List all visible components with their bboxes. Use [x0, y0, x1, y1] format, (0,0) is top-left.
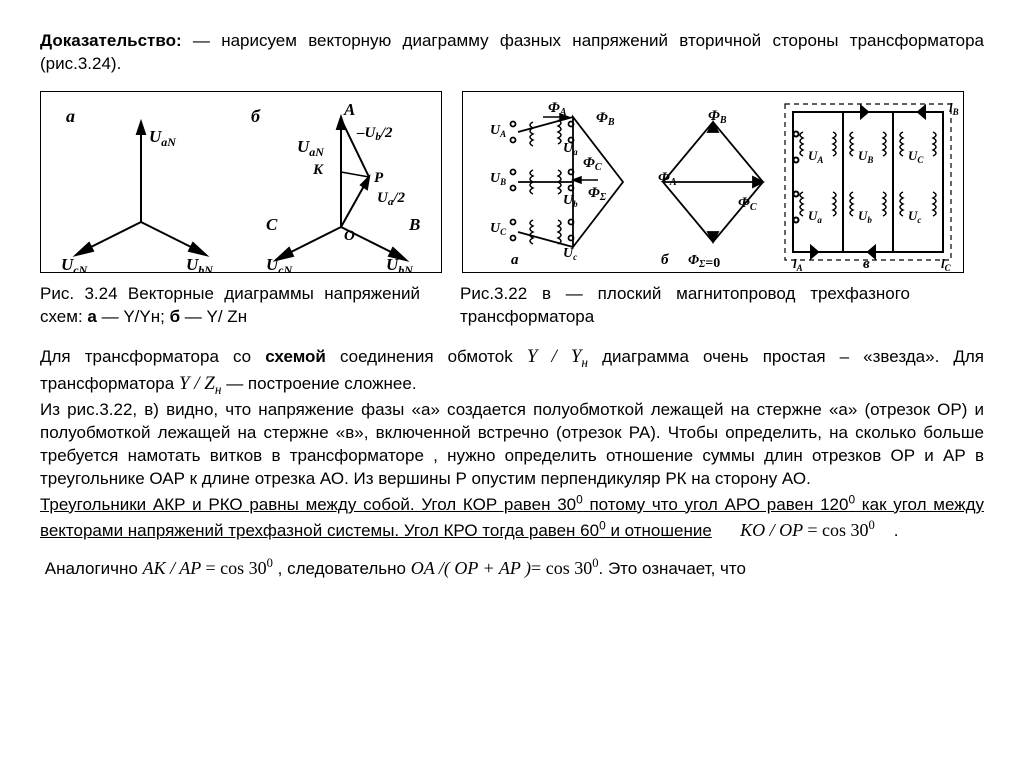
svg-text:UB: UB: [490, 171, 506, 187]
svg-text:ΦΣ=0: ΦΣ=0: [688, 253, 720, 271]
paragraph-1: Для трансформатора со схемой соединения …: [40, 344, 984, 399]
figure-3-24: а UaN UcN UbN б: [40, 91, 442, 273]
svg-text:UaN: UaN: [149, 127, 177, 149]
intro-text: — нарисуем векторную диаграмму фазных на…: [40, 31, 984, 73]
label-a: а: [66, 106, 75, 126]
svg-text:UC: UC: [908, 148, 924, 165]
svg-text:A: A: [343, 100, 355, 119]
svg-text:Ub: Ub: [858, 208, 872, 225]
svg-text:UB: UB: [858, 148, 873, 165]
svg-text:а: а: [511, 252, 519, 268]
svg-text:Ua: Ua: [808, 208, 822, 225]
svg-text:lA: lA: [793, 256, 803, 272]
svg-text:B: B: [408, 215, 420, 234]
svg-text:lB: lB: [949, 100, 959, 117]
svg-text:Ua: Ua: [563, 141, 578, 157]
caption-row: Рис. 3.24 Векторные диаграммы напряжений…: [40, 283, 984, 329]
paragraph-3: Треугольники АКР и РКО равны между собой…: [40, 491, 984, 543]
svg-text:O: O: [344, 228, 355, 244]
svg-text:б: б: [251, 106, 261, 126]
svg-text:в: в: [863, 256, 870, 272]
figure-row: а UaN UcN UbN б: [40, 91, 984, 273]
svg-text:б: б: [661, 252, 669, 268]
svg-text:K: K: [312, 162, 324, 178]
svg-text:ΦA: ΦA: [548, 100, 567, 118]
svg-text:UbN: UbN: [186, 255, 214, 272]
svg-text:UC: UC: [490, 221, 507, 237]
svg-text:UcN: UcN: [61, 255, 89, 272]
caption-3-22: Рис.3.22 в — плоский магнитопровод трехф…: [460, 283, 910, 329]
svg-text:Uc: Uc: [908, 208, 921, 225]
svg-text:P: P: [374, 170, 384, 186]
svg-text:ΦC: ΦC: [583, 155, 602, 173]
svg-text:ΦB: ΦB: [708, 108, 727, 126]
svg-text:–Ub/2: –Ub/2: [356, 125, 393, 143]
paragraph-2: Из рис.3.22, в) видно, что напряжение фа…: [40, 399, 984, 491]
svg-text:ΦA: ΦA: [658, 170, 677, 188]
svg-text:ΦC: ΦC: [738, 195, 757, 213]
svg-text:C: C: [266, 215, 278, 234]
svg-text:Ua/2: Ua/2: [377, 190, 406, 208]
paragraph-4: Аналогично AK / AP = cos 300 , следовате…: [40, 555, 984, 581]
svg-text:UaN: UaN: [297, 137, 325, 159]
figure-3-22: ΦA ΦB ΦC ΦΣ UA UB UC Ua Ub Uc а ΦB ΦA ΦC: [462, 91, 964, 273]
svg-text:Uc: Uc: [563, 246, 577, 262]
svg-text:ΦB: ΦB: [596, 110, 615, 128]
svg-text:UA: UA: [808, 148, 823, 165]
intro-paragraph: Доказательство: — нарисуем векторную диа…: [40, 30, 984, 76]
proof-label: Доказательство:: [40, 31, 182, 50]
caption-3-24: Рис. 3.24 Векторные диаграммы напряжений…: [40, 283, 420, 329]
svg-text:lC: lC: [941, 256, 952, 272]
svg-text:Ub: Ub: [563, 193, 578, 209]
svg-text:UA: UA: [490, 123, 506, 139]
svg-text:ΦΣ: ΦΣ: [588, 185, 607, 203]
